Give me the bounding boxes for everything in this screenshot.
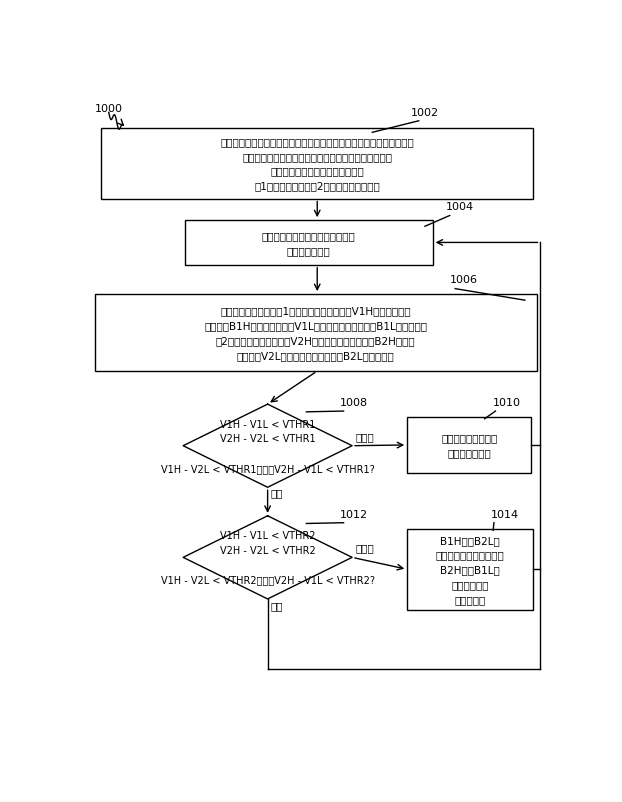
- Text: 1012: 1012: [340, 509, 368, 519]
- Text: 1014: 1014: [491, 509, 519, 519]
- Text: はい: はい: [271, 601, 283, 610]
- Text: 検出結果に基づいて第1の電池群からその電圧V1Hが最大である
電池セルB1Hおよびその電圧V1Lが最小である電池セルB1Lを選択し、
第2の電池群からその電圧V: 検出結果に基づいて第1の電池群からその電圧V1Hが最大である 電池セルB1Hおよ…: [204, 306, 427, 360]
- FancyBboxPatch shape: [407, 418, 531, 473]
- FancyBboxPatch shape: [101, 128, 534, 199]
- Text: 1008: 1008: [340, 398, 368, 407]
- Text: 電池セルの、磁気コアに巻き付けられる対応する巻線の極性マークに
接続されるドット接続端子の異なる極性に基づいて、
電池パックの複数の電池セルを、
第1の電池群お: 電池セルの、磁気コアに巻き付けられる対応する巻線の極性マークに 接続されるドット…: [220, 137, 414, 191]
- Text: 複数の直列結合された電池セルの
電圧を検出する: 複数の直列結合された電池セルの 電圧を検出する: [262, 231, 356, 256]
- Polygon shape: [183, 405, 352, 488]
- Text: いいえ: いいえ: [355, 431, 374, 441]
- Polygon shape: [183, 516, 352, 599]
- Text: 1006: 1006: [450, 275, 478, 286]
- Text: V1H - V1L < VTHR1
V2H - V2L < VTHR1

V1H - V2L < VTHR1およびV2H - V1L < VTHR1?: V1H - V1L < VTHR1 V2H - V2L < VTHR1 V1H …: [160, 419, 374, 473]
- Text: 1002: 1002: [411, 107, 439, 117]
- Text: はい: はい: [271, 488, 283, 497]
- Text: 1004: 1004: [446, 202, 474, 212]
- Text: 1010: 1010: [493, 398, 521, 407]
- Text: いいえ: いいえ: [355, 543, 374, 553]
- FancyBboxPatch shape: [407, 529, 534, 610]
- FancyBboxPatch shape: [95, 294, 537, 371]
- Text: V1H - V1L < VTHR2
V2H - V2L < VTHR2

V1H - V2L < VTHR2およびV2H - V1L < VTHR2?: V1H - V1L < VTHR2 V2H - V2L < VTHR2 V1H …: [160, 530, 374, 585]
- Text: B1HからB2Lへ
エネルギーを移動させ、
B2HからB1Lへ
エネルギーを
移動させる: B1HからB2Lへ エネルギーを移動させ、 B2HからB1Lへ エネルギーを 移…: [436, 535, 504, 604]
- Text: 1000: 1000: [95, 103, 123, 114]
- Text: 電池パックの可用性
をチェックする: 電池パックの可用性 をチェックする: [441, 433, 497, 458]
- FancyBboxPatch shape: [185, 221, 433, 265]
